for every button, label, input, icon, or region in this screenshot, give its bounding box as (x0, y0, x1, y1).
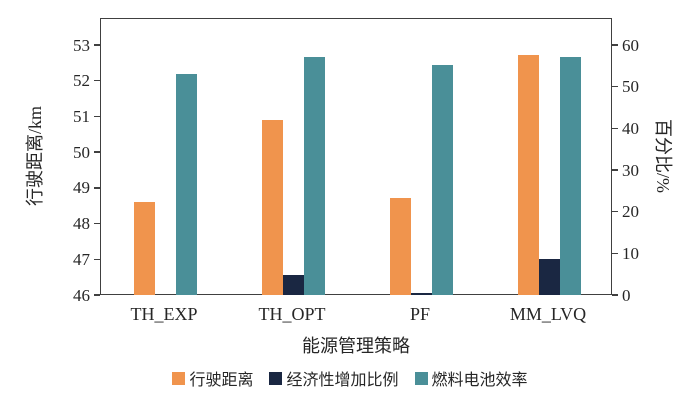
left-axis-tick (94, 258, 100, 260)
bar-TH_OPT-行驶距离 (261, 119, 283, 295)
left-axis-tick (94, 44, 100, 46)
right-axis-tick (612, 210, 618, 213)
legend-item: 行驶距离 (172, 366, 253, 390)
right-axis-tick-label: 10 (622, 243, 639, 263)
left-axis-tick (94, 115, 100, 118)
legend-swatch-icon (414, 371, 428, 385)
left-axis-tick-label: 46 (73, 285, 90, 305)
right-axis-tick-label: 20 (622, 202, 639, 222)
x-axis-title: 能源管理策略 (302, 336, 410, 356)
right-axis-tick-label: 50 (622, 77, 639, 97)
left-axis-tick-label: 47 (73, 249, 90, 269)
right-axis-tick (612, 169, 618, 171)
left-axis-tick-label: 52 (73, 71, 90, 91)
right-axis-tick (612, 252, 618, 255)
left-axis-tick (94, 222, 100, 225)
legend-item: 燃料电池效率 (414, 366, 528, 390)
legend-item: 经济性增加比例 (269, 366, 399, 390)
left-axis-tick (94, 294, 100, 296)
category-label-TH_OPT: TH_OPT (258, 304, 326, 324)
bar-PF-经济性增加比例 (410, 292, 432, 295)
bar-MM_LVQ-行驶距离 (517, 55, 539, 295)
legend: 行驶距离 经济性增加比例 燃料电池效率 (0, 366, 700, 390)
bar-PF-行驶距离 (389, 198, 411, 295)
left-axis-tick (94, 80, 100, 82)
left-axis-tick-label: 48 (73, 214, 90, 234)
left-axis-title: 行驶距离/km (25, 105, 45, 207)
left-axis-tick (94, 151, 100, 153)
legend-label: 行驶距离 (189, 372, 254, 389)
category-label-TH_EXP: TH_EXP (130, 304, 198, 324)
right-axis-tick-label: 40 (622, 118, 639, 138)
bar-MM_LVQ-经济性增加比例 (538, 258, 560, 295)
bar-MM_LVQ-燃料电池效率 (559, 57, 581, 295)
category-label-MM_LVQ: MM_LVQ (509, 304, 587, 324)
left-axis-tick-label: 51 (73, 106, 90, 126)
right-axis-tick (612, 294, 618, 296)
category-label-PF: PF (409, 304, 431, 324)
legend-swatch-icon (172, 371, 186, 385)
right-axis-tick (612, 127, 618, 130)
right-axis-tick-label: 60 (622, 35, 639, 55)
left-axis-tick (94, 187, 100, 189)
right-axis-tick (612, 85, 618, 88)
right-axis-tick (612, 44, 618, 46)
right-axis-title: 百分比/% (653, 119, 673, 193)
bar-PF-燃料电池效率 (431, 65, 453, 295)
right-axis-tick-label: 30 (622, 160, 639, 180)
bar-TH_EXP-燃料电池效率 (175, 73, 197, 295)
left-axis-tick-label: 53 (73, 35, 90, 55)
legend-label: 经济性增加比例 (286, 372, 399, 389)
right-axis-tick-label: 0 (622, 285, 631, 305)
bar-TH_OPT-经济性增加比例 (282, 275, 304, 295)
left-axis-tick-label: 49 (73, 178, 90, 198)
bar-TH_OPT-燃料电池效率 (303, 57, 325, 295)
plot-area (100, 18, 612, 295)
legend-label: 燃料电池效率 (431, 372, 528, 389)
left-axis-tick-label: 50 (73, 142, 90, 162)
legend-swatch-icon (269, 371, 283, 385)
bar-TH_EXP-行驶距离 (133, 201, 155, 295)
